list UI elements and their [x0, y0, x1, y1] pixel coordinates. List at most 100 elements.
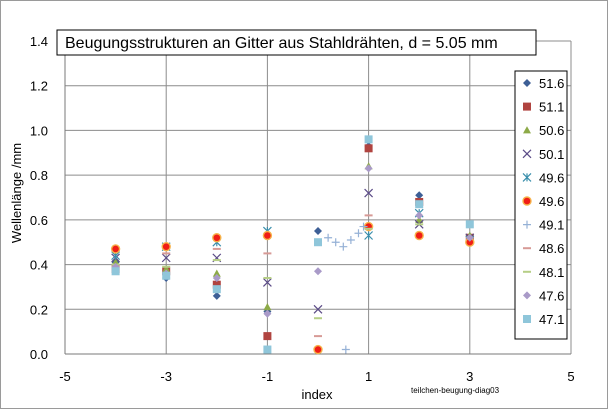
data-point — [314, 267, 322, 276]
data-marks — [110, 135, 475, 355]
legend-entry: 51.1 — [523, 100, 564, 115]
data-point — [110, 244, 121, 254]
data-point — [364, 231, 374, 240]
legend-label: 51.1 — [539, 100, 564, 115]
legend-label: 49.6 — [539, 170, 564, 185]
data-point — [161, 253, 171, 263]
data-point — [111, 267, 120, 276]
y-tick-label: 0.6 — [30, 213, 48, 228]
data-point — [212, 285, 221, 294]
y-tick-label: 1.0 — [30, 123, 48, 138]
x-tick-label: -5 — [59, 369, 71, 384]
data-point — [162, 271, 171, 280]
data-point — [212, 233, 222, 243]
legend-entry: 47.6 — [523, 288, 564, 303]
legend-label: 49.6 — [539, 194, 564, 209]
data-point — [364, 144, 373, 153]
data-point — [212, 269, 221, 277]
legend-label: 47.6 — [539, 288, 564, 303]
data-point — [212, 291, 221, 300]
legend-entry: 49.6 — [522, 194, 564, 209]
y-tick-label: 1.2 — [30, 79, 48, 94]
y-tick-label: 0.2 — [30, 302, 48, 317]
watermark-label: teilchen-beugung-diag03 — [411, 386, 500, 395]
x-tick-label: 3 — [466, 369, 473, 384]
legend-entry: 49.6 — [522, 170, 564, 185]
data-point — [523, 220, 531, 229]
data-point — [263, 345, 272, 354]
grid-lines — [64, 40, 572, 355]
data-point — [313, 304, 323, 314]
series-47.1 — [111, 135, 474, 354]
legend-label: 50.1 — [539, 147, 564, 162]
data-point — [339, 242, 348, 251]
x-tick-label: -1 — [262, 369, 274, 384]
data-point — [522, 196, 532, 206]
data-point — [523, 102, 531, 111]
y-axis-label: Wellenlänge /mm — [9, 143, 24, 243]
data-point — [324, 233, 333, 242]
series-49.1 — [324, 222, 368, 354]
y-tick-label: 1.4 — [30, 34, 48, 49]
legend-label: 48.1 — [539, 265, 564, 280]
chart-title: Beugungsstrukturen an Gitter aus Stahldr… — [65, 35, 498, 52]
data-point — [212, 280, 221, 289]
data-point — [465, 233, 474, 242]
legend-label: 50.6 — [539, 123, 564, 138]
data-point — [341, 345, 350, 354]
y-tick-label: 0.8 — [30, 168, 48, 183]
data-point — [523, 126, 531, 134]
legend-entry: 50.1 — [522, 147, 564, 162]
data-point — [263, 309, 272, 318]
legend-entry: 48.1 — [523, 265, 564, 280]
data-point — [523, 291, 531, 300]
legend-entry: 49.1 — [523, 218, 564, 233]
axes — [64, 41, 571, 355]
x-tick-label: 5 — [567, 369, 574, 384]
data-point — [523, 315, 531, 323]
legend-label: 51.6 — [539, 76, 564, 91]
data-point — [212, 273, 221, 282]
data-point — [465, 220, 474, 229]
chart-title-box: Beugungsstrukturen an Gitter aus Stahldr… — [56, 29, 537, 56]
data-point — [162, 265, 171, 273]
data-point — [415, 211, 424, 220]
data-point — [314, 227, 322, 236]
data-point — [346, 235, 355, 244]
legend: 51.6 51.1 50.6 50.1 49.6 49.6 49.1 48.6 48.1 47.6… — [514, 70, 568, 340]
data-point — [314, 238, 322, 247]
data-point — [364, 135, 373, 144]
data-point — [522, 172, 532, 182]
data-point — [262, 278, 272, 287]
x-axis-label: index — [301, 387, 333, 402]
data-point — [523, 79, 531, 87]
data-point — [415, 215, 424, 224]
x-tick-label: 1 — [365, 369, 372, 384]
data-point — [364, 164, 373, 173]
data-point — [354, 229, 363, 238]
legend-entry: 51.6 — [523, 76, 564, 91]
data-point — [262, 230, 273, 241]
data-point — [415, 191, 424, 200]
legend-entry: 48.6 — [523, 241, 564, 256]
data-point — [263, 332, 272, 341]
data-point — [364, 188, 374, 198]
data-point — [263, 303, 272, 311]
y-tick-label: 0.4 — [30, 258, 48, 273]
data-point — [414, 230, 424, 241]
tick-labels: 0.0 0.2 0.4 0.6 0.8 1.0 1.2 1.4 -5 -3 -1 1 3 5 — [30, 34, 575, 384]
data-point — [359, 222, 368, 231]
legend-entry: 50.6 — [523, 123, 564, 138]
legend-label: 48.6 — [539, 241, 564, 256]
data-point — [415, 200, 424, 209]
legend-label: 49.1 — [539, 218, 564, 233]
data-point — [331, 238, 340, 247]
legend-label: 47.1 — [539, 312, 564, 327]
x-tick-label: -3 — [160, 369, 172, 384]
data-point — [522, 149, 532, 159]
y-tick-label: 0.0 — [30, 347, 48, 362]
data-point — [313, 344, 323, 355]
series-50.1 — [111, 188, 475, 314]
